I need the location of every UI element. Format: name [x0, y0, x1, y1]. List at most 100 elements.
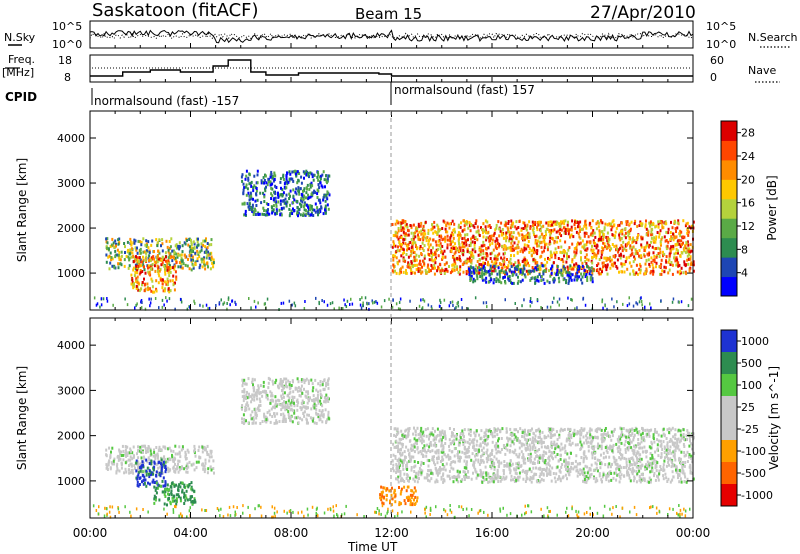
power-echo-cell — [476, 238, 479, 242]
velocity-echo-cell — [513, 428, 516, 432]
power-echo-cell — [610, 228, 613, 232]
power-echo-cell — [487, 224, 490, 228]
power-echo-cell — [525, 263, 528, 267]
power-echo-cell — [571, 242, 574, 246]
power-echo-cell — [516, 281, 519, 285]
power-echo-cell — [411, 241, 414, 245]
power-echo-cell — [136, 279, 139, 283]
power-echo-cell — [650, 236, 653, 240]
velocity-echo-cell — [177, 485, 180, 489]
power-echo-cell — [439, 247, 442, 251]
power-echo-cell — [445, 267, 448, 271]
power-echo-cell — [604, 256, 607, 260]
power-echo-cell — [457, 300, 459, 304]
power-echo-cell — [534, 223, 537, 226]
velocity-echo-cell — [302, 401, 305, 405]
velocity-echo-cell — [117, 454, 119, 458]
power-echo-cell — [445, 230, 447, 234]
velocity-echo-cell — [288, 405, 291, 409]
power-echo-cell — [175, 261, 178, 265]
power-echo-cell — [564, 229, 567, 233]
power-echo-cell — [391, 269, 394, 273]
power-echo-cell — [442, 219, 445, 223]
velocity-echo-cell — [142, 479, 145, 482]
power-echo-cell — [180, 256, 183, 260]
power-echo-cell — [562, 260, 565, 264]
velocity-echo-cell — [327, 396, 329, 400]
velocity-echo-cell — [171, 481, 174, 485]
power-echo-cell — [138, 289, 141, 293]
velocity-echo-cell — [256, 397, 258, 401]
velocity-echo-cell — [158, 447, 161, 451]
power-echo-cell — [229, 303, 231, 307]
velocity-echo-cell — [426, 458, 429, 462]
velocity-echo-cell — [248, 394, 251, 398]
velocity-echo-cell — [503, 460, 506, 463]
velocity-echo-cell — [164, 458, 166, 462]
velocity-echo-cell — [179, 485, 182, 489]
velocity-echo-cell — [443, 465, 446, 468]
velocity-echo-cell — [284, 408, 287, 412]
power-echo-cell — [445, 224, 448, 228]
velocity-echo-cell — [300, 380, 303, 383]
power-echo-cell — [578, 242, 581, 246]
power-echo-cell — [602, 237, 605, 241]
power-echo-cell — [108, 267, 111, 271]
power-echo-cell — [692, 263, 695, 267]
velocity-echo-cell — [323, 378, 326, 382]
power-echo-cell — [535, 234, 538, 238]
power-echo-cell — [617, 250, 620, 254]
power-echo-cell — [423, 262, 426, 266]
power-echo-cell — [166, 283, 169, 287]
velocity-echo-cell — [507, 437, 510, 441]
velocity-echo-cell — [326, 398, 329, 402]
power-echo-cell — [174, 307, 176, 311]
power-echo-cell — [423, 299, 426, 303]
power-echo-cell — [199, 263, 202, 267]
power-echo-cell — [286, 182, 289, 186]
power-echo-cell — [452, 236, 455, 240]
power-echo-cell — [557, 229, 560, 233]
velocity-echo-cell — [141, 470, 144, 474]
power-echo-cell — [114, 239, 117, 243]
power-echo-cell — [601, 270, 603, 274]
power-echo-cell — [436, 269, 439, 273]
power-echo-cell — [495, 276, 498, 280]
velocity-echo-cell — [190, 500, 193, 504]
power-echo-cell — [496, 253, 499, 257]
power-echo-cell — [285, 202, 288, 206]
velocity-echo-cell — [648, 434, 651, 438]
power-echo-cell — [635, 241, 638, 245]
power-echo-cell — [683, 235, 686, 239]
power-echo-cell — [129, 248, 132, 252]
power-echo-cell — [262, 206, 265, 210]
velocity-echo-cell — [638, 442, 641, 446]
power-echo-cell — [452, 246, 455, 250]
velocity-echo-cell — [155, 474, 158, 478]
power-echo-cell — [423, 244, 426, 248]
velocity-echo-cell — [485, 433, 488, 437]
power-echo-cell — [167, 250, 170, 254]
power-echo-cell — [594, 235, 597, 239]
velocity-echo-cell — [686, 450, 689, 454]
power-echo-cell — [402, 248, 405, 252]
velocity-echo-cell — [453, 475, 456, 478]
power-echo-cell — [671, 247, 674, 251]
velocity-echo-cell — [291, 395, 294, 399]
power-echo-cell — [553, 279, 556, 283]
power-echo-cell — [450, 249, 453, 252]
power-echo-cell — [618, 223, 621, 227]
velocity-echo-cell — [171, 499, 174, 503]
power-echo-cell — [398, 300, 401, 304]
velocity-echo-cell — [491, 435, 494, 439]
power-echo-cell — [111, 257, 114, 261]
velocity-echo-cell — [317, 415, 320, 418]
power-echo-cell — [519, 280, 522, 284]
power-echo-cell — [469, 279, 472, 282]
power-echo-cell — [517, 240, 520, 244]
power-echo-cell — [552, 229, 555, 233]
power-echo-cell — [478, 258, 481, 261]
power-echo-cell — [169, 264, 171, 268]
velocity-echo-cell — [278, 399, 281, 403]
power-echo-cell — [555, 236, 558, 240]
